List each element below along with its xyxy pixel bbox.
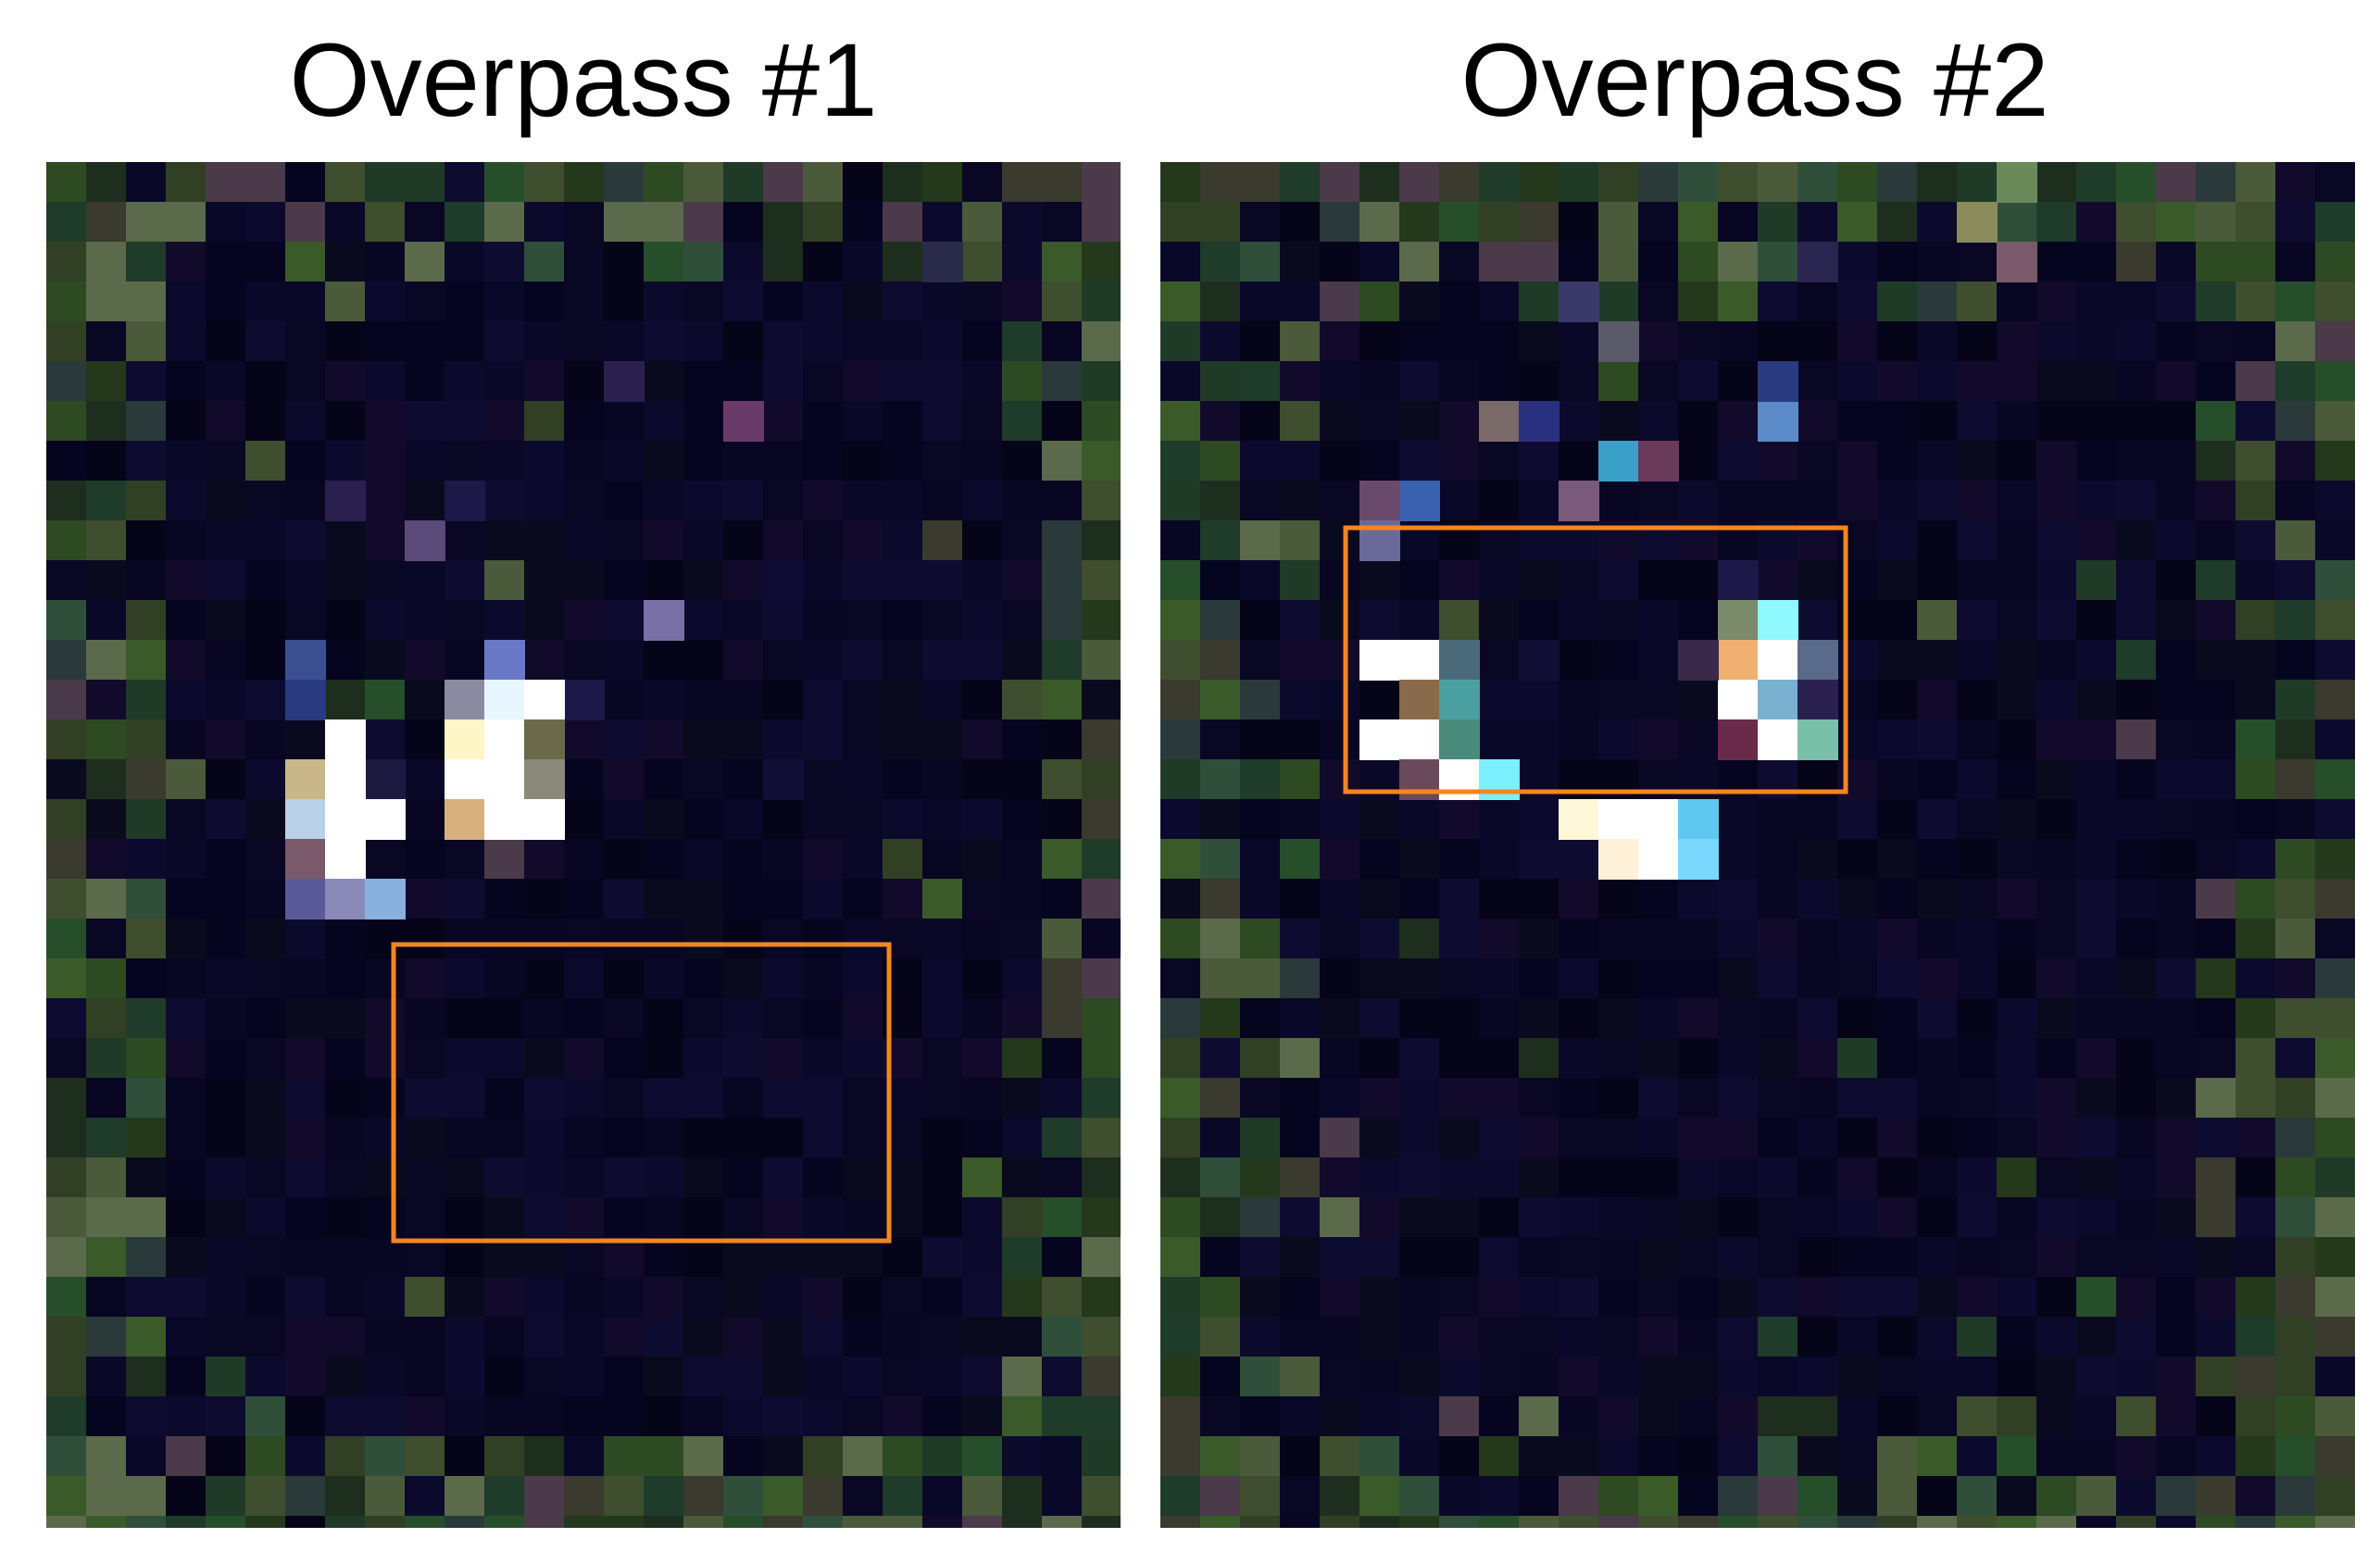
panel-title-overpass-2: Overpass #2 — [1460, 22, 2049, 138]
satellite-image-overpass-1 — [46, 162, 1121, 1528]
faint-spots — [1359, 162, 2037, 681]
satellite-image-canvas-1 — [46, 162, 1121, 1528]
highlight-box — [1343, 525, 1848, 794]
highlight-box — [391, 942, 892, 1244]
bright-targets — [1359, 600, 1838, 880]
bright-targets — [285, 680, 565, 919]
faint-spots — [285, 242, 963, 800]
satellite-image-overpass-2 — [1160, 162, 2355, 1528]
panel-title-overpass-1: Overpass #1 — [289, 22, 878, 138]
pixel-tiles — [46, 162, 1121, 1528]
satellite-image-canvas-2 — [1160, 162, 2355, 1528]
